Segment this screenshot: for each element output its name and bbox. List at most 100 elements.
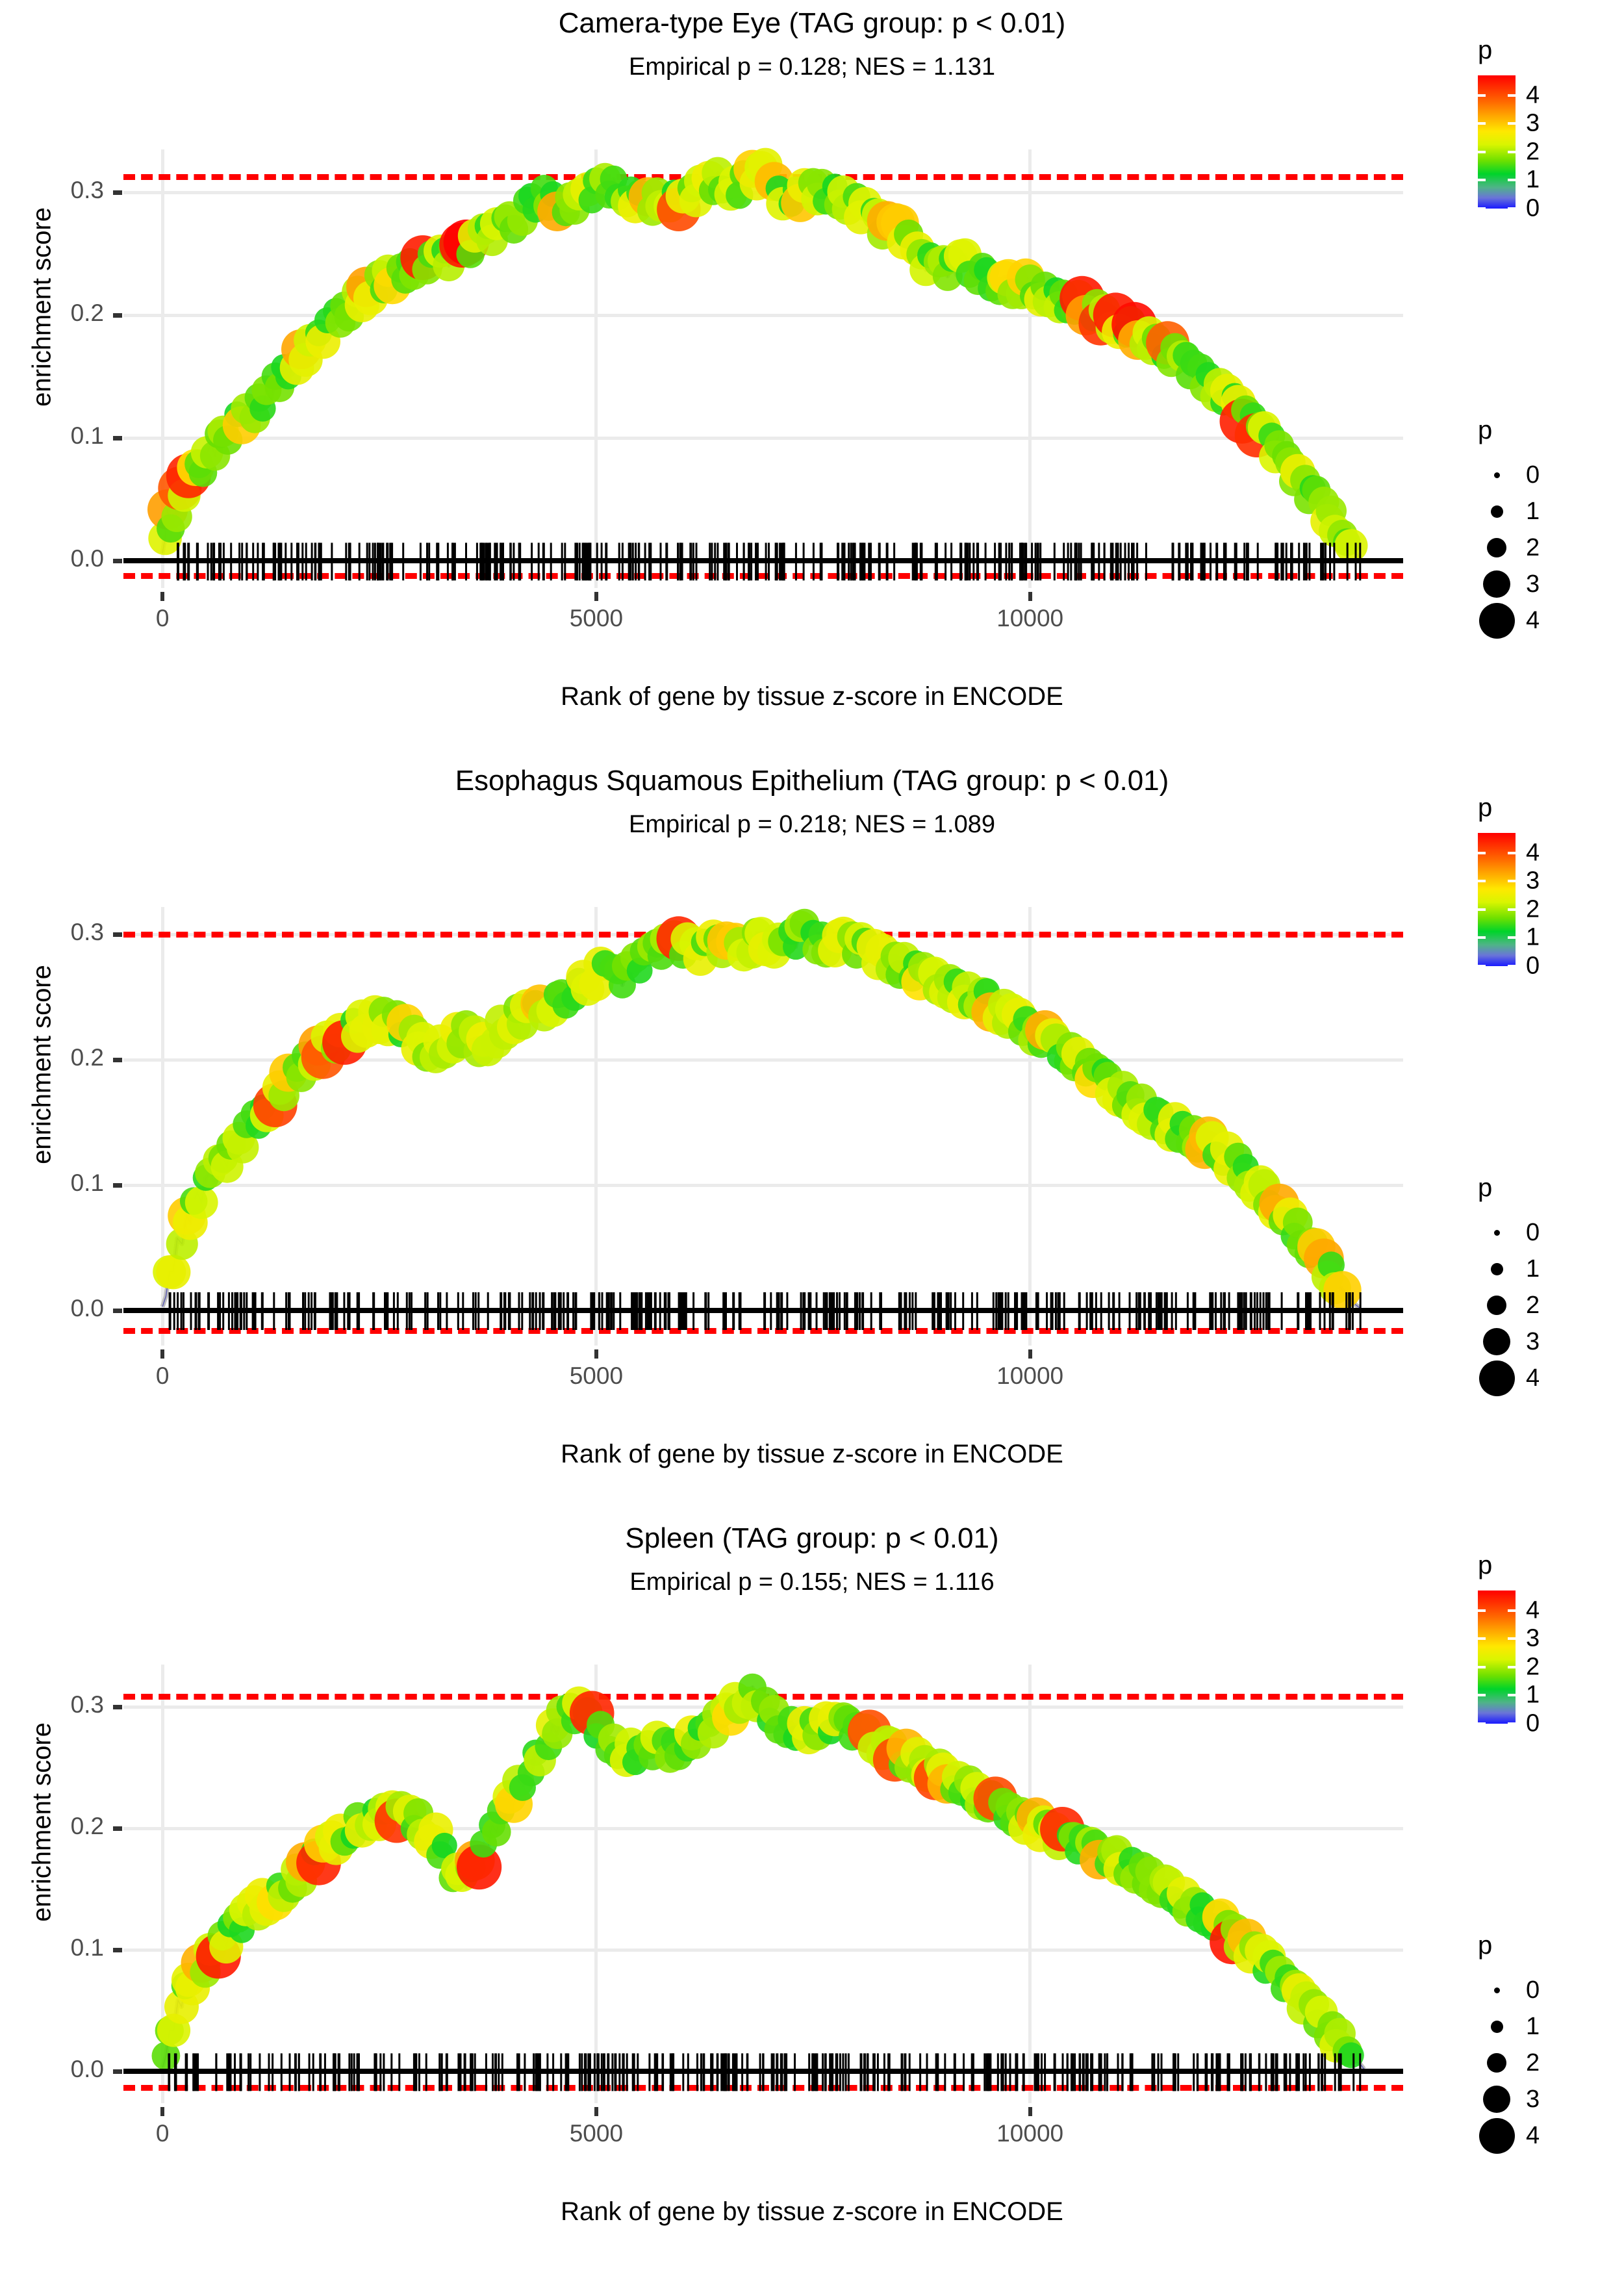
color-scale-tick bbox=[1478, 207, 1486, 210]
size-legend-dot-box bbox=[1478, 2117, 1516, 2154]
y-tick-mark bbox=[113, 1826, 122, 1831]
y-tick-mark bbox=[113, 1308, 122, 1313]
gridline-vertical bbox=[1028, 149, 1032, 588]
size-legend-dot bbox=[1483, 2086, 1510, 2113]
color-scale-tick bbox=[1478, 880, 1486, 883]
size-legend-dot bbox=[1487, 538, 1506, 557]
x-tick-mark bbox=[1028, 592, 1032, 601]
size-legend-row: 0 bbox=[1478, 1214, 1621, 1251]
size-legend-dot-box bbox=[1478, 2053, 1516, 2073]
color-scale-label: 0 bbox=[1526, 1709, 1540, 1737]
gridline-horizontal bbox=[123, 1826, 1403, 1830]
panel-title: Spleen (TAG group: p < 0.01) bbox=[625, 1522, 999, 1554]
y-tick-label: 0.1 bbox=[70, 422, 104, 450]
color-scale-tick bbox=[1478, 1665, 1486, 1668]
y-axis-title: enrichment score bbox=[27, 1722, 57, 1922]
y-tick-label: 0.2 bbox=[70, 1044, 104, 1071]
size-legend-items: 0 1 2 3 4 bbox=[1478, 1214, 1621, 1396]
color-scale-tick bbox=[1478, 94, 1486, 97]
y-tick-mark bbox=[113, 932, 122, 937]
min-es-reference-line bbox=[123, 573, 1403, 580]
gene-point bbox=[226, 1131, 259, 1164]
x-tick-mark bbox=[160, 1349, 165, 1359]
gene-point bbox=[184, 1186, 218, 1220]
size-legend-row: 4 bbox=[1478, 2117, 1621, 2154]
zero-line bbox=[123, 1308, 1403, 1313]
size-legend-row: 1 bbox=[1478, 2008, 1621, 2045]
size-legend-label: 2 bbox=[1526, 533, 1540, 561]
color-scale-label: 3 bbox=[1526, 867, 1540, 895]
y-tick-mark bbox=[113, 435, 122, 441]
color-scale-tick bbox=[1478, 150, 1486, 153]
color-scale-tick bbox=[1478, 851, 1486, 854]
y-tick-mark bbox=[113, 1057, 122, 1062]
size-legend-dot bbox=[1490, 505, 1503, 518]
x-tick-mark bbox=[160, 592, 165, 601]
color-scale-tick bbox=[1478, 122, 1486, 125]
size-legend-label: 4 bbox=[1526, 2121, 1540, 2149]
color-scale-tick bbox=[1508, 1694, 1516, 1697]
panel-subtitle: Empirical p = 0.218; NES = 1.089 bbox=[629, 811, 995, 838]
color-scale-label: 3 bbox=[1526, 109, 1540, 137]
gene-point bbox=[156, 1255, 191, 1290]
size-legend-dot bbox=[1493, 1987, 1500, 1993]
min-es-reference-line bbox=[123, 1327, 1403, 1334]
size-legend-label: 3 bbox=[1526, 1327, 1540, 1355]
size-legend-title: p bbox=[1478, 1931, 1493, 1960]
color-scale-tick bbox=[1508, 965, 1516, 967]
x-tick-mark bbox=[594, 592, 598, 601]
gridline-vertical bbox=[160, 907, 164, 1346]
color-scale-tick bbox=[1508, 1665, 1516, 1668]
color-scale-tick bbox=[1508, 122, 1516, 125]
size-legend-dot bbox=[1490, 1262, 1503, 1275]
color-scale-tick bbox=[1508, 908, 1516, 911]
y-tick-mark bbox=[113, 313, 122, 318]
color-scale-tick bbox=[1478, 179, 1486, 182]
legend-size-2: p 0 1 2 3 4 bbox=[1478, 1173, 1621, 1396]
color-scale-tick bbox=[1508, 936, 1516, 939]
gene-point bbox=[431, 1832, 457, 1859]
gridline-vertical bbox=[594, 907, 598, 1346]
color-scale-tick bbox=[1478, 1637, 1486, 1641]
x-tick-label: 5000 bbox=[569, 605, 624, 632]
size-legend-label: 0 bbox=[1526, 461, 1540, 489]
color-legend-title: p bbox=[1478, 1551, 1493, 1579]
gridline-vertical bbox=[594, 149, 598, 588]
y-axis-title: enrichment score bbox=[27, 965, 57, 1164]
panel-subtitle: Empirical p = 0.155; NES = 1.116 bbox=[629, 1568, 995, 1596]
gene-point bbox=[151, 2041, 181, 2071]
gridline-horizontal bbox=[123, 1948, 1403, 1952]
size-legend-title: p bbox=[1478, 1173, 1493, 1202]
gene-point bbox=[457, 1845, 502, 1890]
size-legend-row: 0 bbox=[1478, 457, 1621, 493]
color-scale-tick bbox=[1478, 936, 1486, 939]
legend-size-1: p 0 1 2 3 4 bbox=[1478, 416, 1621, 639]
panel-2-titles: Esophagus Squamous Epithelium (TAG group… bbox=[0, 758, 1624, 837]
size-legend-label: 3 bbox=[1526, 570, 1540, 598]
color-scale-label: 2 bbox=[1526, 895, 1540, 923]
gene-points-group bbox=[147, 147, 1368, 563]
size-legend-dot bbox=[1478, 602, 1515, 639]
y-tick-label: 0.1 bbox=[70, 1934, 104, 1961]
gridline-horizontal bbox=[123, 436, 1403, 440]
gene-rug-ticks bbox=[168, 2053, 1362, 2091]
size-legend-dot bbox=[1493, 472, 1500, 478]
size-legend-label: 0 bbox=[1526, 1976, 1540, 2004]
enrichment-curve-svg bbox=[153, 908, 1362, 1310]
color-scale-label: 1 bbox=[1526, 1681, 1540, 1709]
size-legend-label: 1 bbox=[1526, 1255, 1540, 1283]
enrichment-curve-svg bbox=[151, 1673, 1366, 2071]
size-legend-dot-box bbox=[1478, 1987, 1516, 1993]
color-scale-label: 3 bbox=[1526, 1624, 1540, 1652]
y-tick-label: 0.2 bbox=[70, 1813, 104, 1840]
color-scale-label: 0 bbox=[1526, 194, 1540, 222]
x-tick-label: 0 bbox=[155, 2120, 170, 2147]
size-legend-label: 3 bbox=[1526, 2085, 1540, 2113]
size-legend-dot-box bbox=[1478, 1262, 1516, 1275]
color-scale-tick bbox=[1508, 880, 1516, 883]
color-scale-tick bbox=[1508, 851, 1516, 854]
